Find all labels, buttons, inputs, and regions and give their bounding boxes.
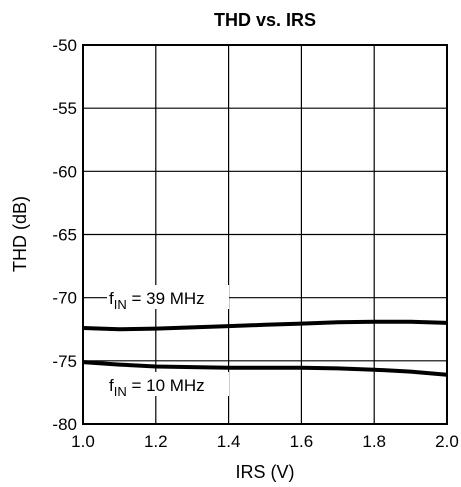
y-tick-label: -65 (52, 226, 77, 245)
y-tick-label: -80 (52, 415, 77, 434)
annotation-39mhz: fIN = 39 MHz (109, 289, 205, 312)
x-tick-label: 1.8 (362, 432, 386, 451)
annotation-10mhz: fIN = 10 MHz (109, 376, 205, 399)
x-tick-label: 1.2 (144, 432, 168, 451)
y-axis-label: THD (dB) (10, 196, 30, 272)
y-tick-label: -70 (52, 289, 77, 308)
series-line-0 (82, 319, 448, 332)
y-tick-label: -60 (52, 162, 77, 181)
x-tick-label: 1.0 (71, 432, 95, 451)
x-axis-label: IRS (V) (235, 462, 294, 482)
x-tick-label: 1.6 (290, 432, 314, 451)
series-line-1 (82, 360, 448, 377)
series-layer (82, 319, 448, 377)
x-tick-label: 1.4 (217, 432, 241, 451)
y-tick-label: -55 (52, 99, 77, 118)
x-tick-labels: 1.0 1.2 1.4 1.6 1.8 2.0 (71, 432, 459, 451)
x-tick-label: 2.0 (435, 432, 459, 451)
y-tick-labels: -50 -55 -60 -65 -70 -75 -80 (52, 36, 77, 434)
annotation-10mhz-bg (107, 372, 229, 396)
y-tick-label: -50 (52, 36, 77, 55)
y-tick-label: -75 (52, 352, 77, 371)
annotation-39mhz-bg (107, 285, 229, 309)
plot-frame (82, 44, 448, 425)
chart-title: THD vs. IRS (214, 10, 316, 30)
